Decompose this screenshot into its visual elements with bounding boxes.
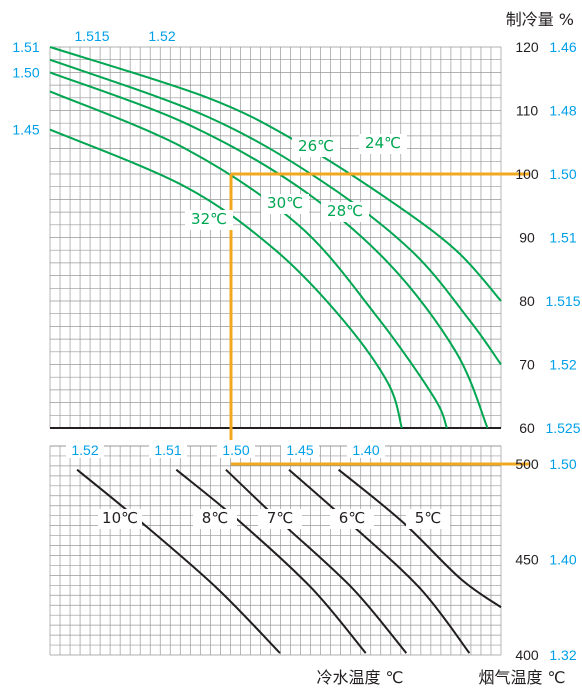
label-bg — [359, 134, 407, 154]
cop-lower-top-label: 1.52 — [71, 442, 98, 458]
cop-lower-top-label: 1.45 — [286, 442, 313, 458]
label-bg — [217, 440, 255, 458]
label-bg — [193, 509, 237, 529]
fluegas-tick-label: 500 — [515, 456, 539, 472]
lower-curve-8℃ — [175, 468, 367, 654]
label-bg — [406, 509, 450, 529]
grid — [49, 46, 502, 656]
lower-curve-label: 7℃ — [267, 509, 293, 527]
upper-curve-label: 26℃ — [298, 137, 334, 155]
upper-curve-label: 32℃ — [191, 210, 227, 228]
upper-curve-label: 24℃ — [365, 134, 401, 152]
label-bg — [347, 440, 385, 458]
labels: 24℃ 26℃ 28℃ 30℃ 32℃ 10℃ 8℃ 7℃ 6℃ 5℃ 制冷量 % 冷水温度 ℃ 烟气温… — [12, 10, 580, 687]
upper-curve-label: 28℃ — [327, 202, 363, 220]
label-bg — [185, 210, 233, 230]
cop-right-tick-label: 1.525 — [545, 420, 580, 436]
capacity-axis-label: 制冷量 % — [506, 10, 574, 29]
lower-panel-bg — [50, 446, 501, 655]
label-bg — [261, 194, 309, 214]
label-bg — [281, 440, 319, 458]
capacity-tick-label: 60 — [519, 420, 535, 436]
upper-curve-label: 30℃ — [267, 194, 303, 212]
cop-left-label: 1.50 — [12, 64, 39, 80]
cop-top-label: 1.515 — [74, 28, 109, 44]
capacity-tick-label: 120 — [515, 39, 539, 55]
lower-curve-6℃ — [288, 468, 471, 654]
cop-right-tick-label: 1.40 — [549, 552, 576, 568]
label-bg — [66, 440, 104, 458]
label-bg — [292, 137, 340, 157]
lower-curve-7℃ — [225, 468, 408, 654]
lower-curve-5℃ — [337, 468, 502, 609]
label-bg — [258, 509, 302, 529]
capacity-tick-label: 80 — [519, 293, 535, 309]
label-bg — [149, 440, 187, 458]
label-bg — [98, 509, 142, 529]
cop-right-tick-label: 1.32 — [549, 647, 576, 663]
cop-right-tick-label: 1.50 — [549, 166, 576, 182]
upper-curve-30℃ — [49, 90, 448, 429]
label-bg — [321, 202, 369, 222]
capacity-tick-label: 100 — [515, 166, 539, 182]
cop-lower-top-label: 1.51 — [154, 442, 181, 458]
lower-curve-label: 6℃ — [339, 509, 365, 527]
capacity-tick-label: 90 — [519, 230, 535, 246]
label-bg — [330, 509, 374, 529]
lower-curve-label: 5℃ — [415, 509, 441, 527]
cop-right-tick-label: 1.50 — [549, 456, 576, 472]
cop-right-tick-label: 1.52 — [549, 357, 576, 373]
upper-curve-24℃ — [49, 46, 502, 302]
cop-lower-top-label: 1.40 — [352, 442, 379, 458]
upper-curve-32℃ — [49, 128, 403, 429]
lower-curve-label: 10℃ — [102, 509, 138, 527]
cop-top-label: 1.52 — [148, 28, 175, 44]
cop-right-tick-label: 1.51 — [549, 230, 576, 246]
cop-lower-top-label: 1.50 — [222, 442, 249, 458]
fluegas-tick-label: 400 — [515, 647, 539, 663]
cop-left-label: 1.51 — [12, 39, 39, 55]
cop-right-tick-label: 1.515 — [545, 293, 580, 309]
capacity-tick-label: 110 — [516, 103, 539, 119]
cop-right-tick-label: 1.48 — [549, 103, 576, 119]
capacity-tick-label: 70 — [519, 357, 535, 373]
lower-curve-label: 8℃ — [202, 509, 228, 527]
cop-left-label: 1.45 — [12, 122, 39, 138]
upper-curve-26℃ — [49, 58, 502, 366]
fluegas-tick-label: 450 — [515, 552, 539, 568]
cop-right-tick-label: 1.46 — [549, 39, 576, 55]
chilled-water-axis-label: 冷水温度 ℃ — [316, 668, 403, 687]
flue-gas-axis-label: 烟气温度 ℃ — [478, 668, 565, 687]
lower-curve-10℃ — [76, 468, 281, 654]
